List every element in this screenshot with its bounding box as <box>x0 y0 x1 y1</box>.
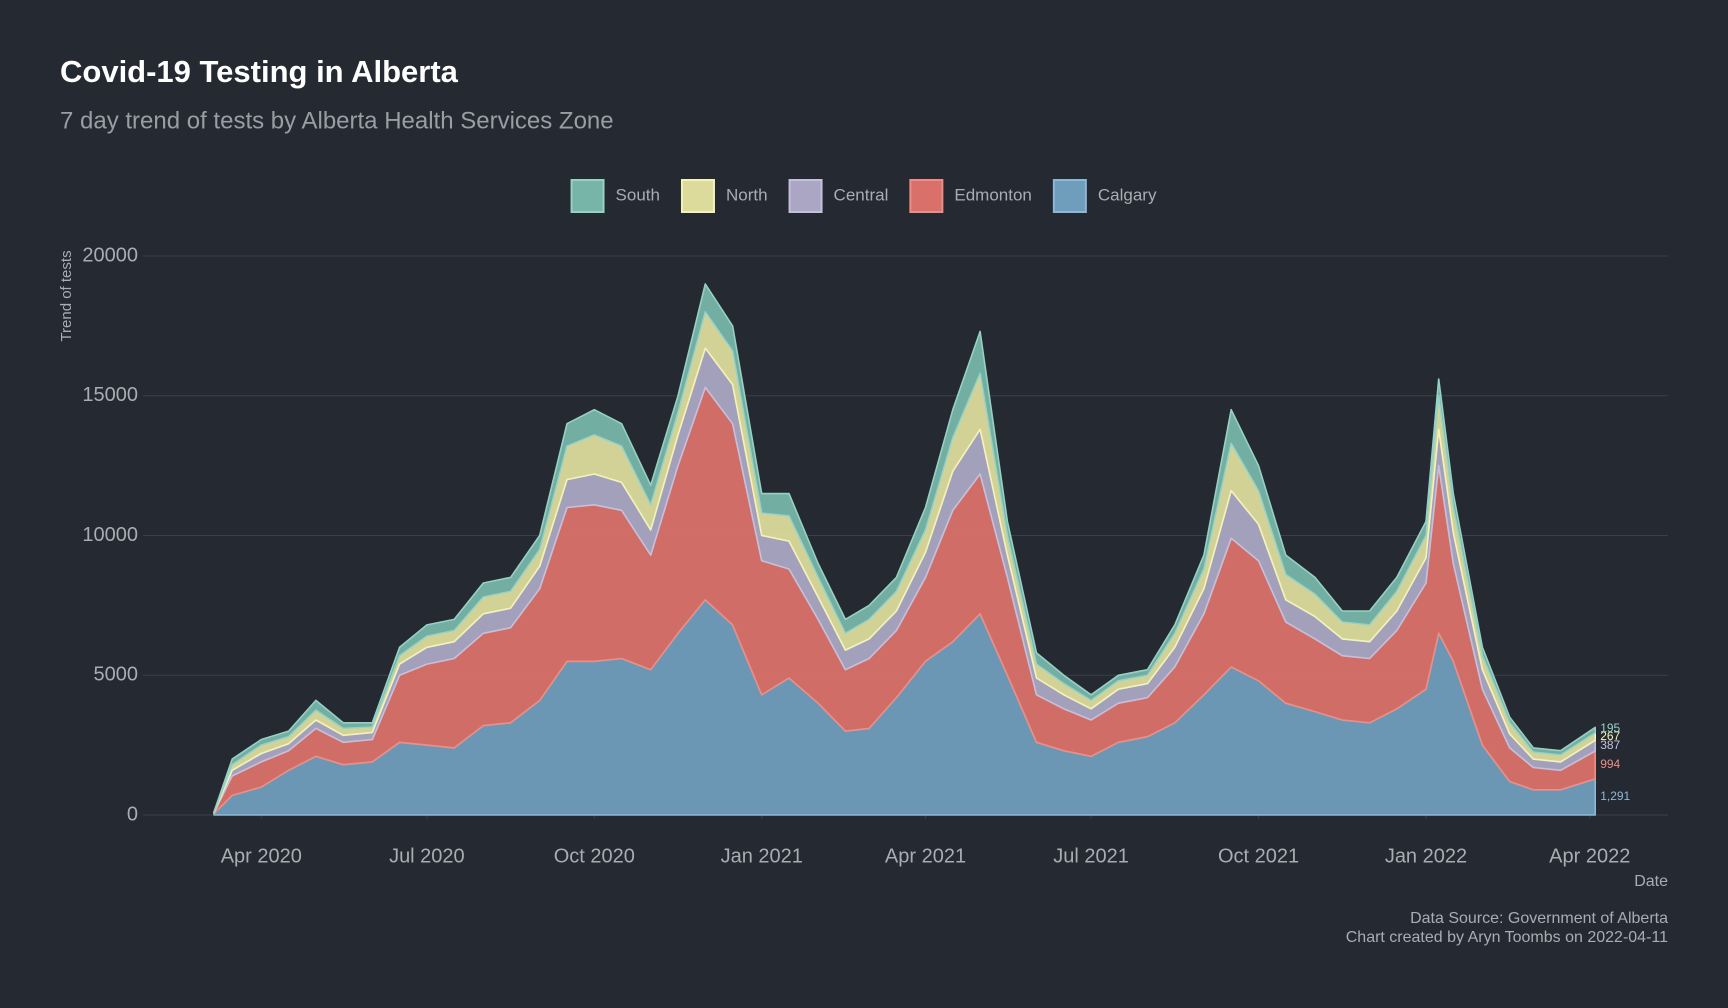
x-tick-label: Apr 2020 <box>221 845 302 867</box>
legend-label: Central <box>834 185 889 204</box>
legend-label: Edmonton <box>954 185 1032 204</box>
legend-swatch <box>680 179 715 213</box>
legend-swatch <box>1052 179 1087 213</box>
x-tick-label: Apr 2021 <box>885 845 966 867</box>
x-tick-label: Jan 2021 <box>721 845 803 867</box>
y-tick-label: 10000 <box>82 524 138 546</box>
x-tick-label: Oct 2021 <box>1218 845 1299 867</box>
y-tick-label: 5000 <box>94 664 139 686</box>
area <box>213 283 1596 813</box>
legend-label: Calgary <box>1098 185 1157 204</box>
x-axis-label: Date <box>1634 873 1668 890</box>
y-axis-label: Trend of tests <box>58 250 75 341</box>
x-tick-label: Apr 2022 <box>1549 845 1630 867</box>
y-tick-label: 0 <box>127 803 138 825</box>
legend-label: North <box>726 185 768 204</box>
x-tick-label: Jan 2022 <box>1385 845 1467 867</box>
legend-swatch <box>570 179 605 213</box>
chart-title: Covid-19 Testing in Alberta <box>60 54 459 89</box>
legend-swatch <box>788 179 823 213</box>
y-tick-label: 15000 <box>82 384 138 406</box>
end-label: 1,291 <box>1600 789 1630 803</box>
caption: Chart created by Aryn Toombs on 2022-04-… <box>1346 929 1668 946</box>
legend-swatch <box>909 179 944 213</box>
end-label: 195 <box>1600 721 1620 735</box>
x-tick-label: Oct 2020 <box>554 845 635 867</box>
legend-label: South <box>616 185 660 204</box>
end-label: 387 <box>1600 738 1620 752</box>
y-tick-label: 20000 <box>82 244 138 266</box>
end-label: 267 <box>1600 729 1620 743</box>
chart-subtitle: 7 day trend of tests by Alberta Health S… <box>60 107 614 134</box>
x-tick-label: Jul 2021 <box>1053 845 1129 867</box>
x-tick-label: Jul 2020 <box>389 845 465 867</box>
caption: Data Source: Government of Alberta <box>1410 910 1668 927</box>
end-label: 994 <box>1600 757 1620 771</box>
